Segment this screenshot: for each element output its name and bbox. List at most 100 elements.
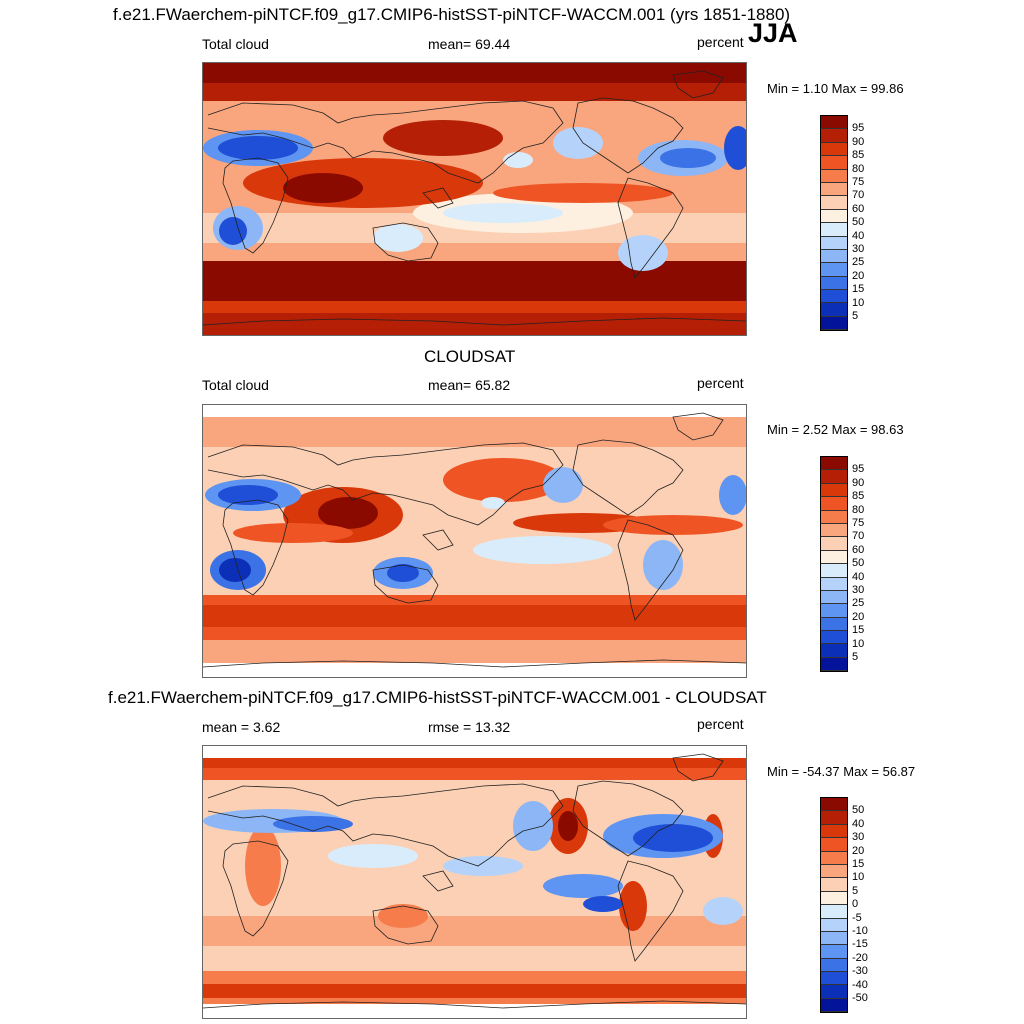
panel-1-colorbar-swatch (821, 303, 847, 317)
panel-2-colorbar (820, 456, 848, 673)
panel-1-colorbar-swatch (821, 249, 847, 264)
colorbar-tick-label: 0 (852, 898, 859, 911)
panel-1-colorbar-swatch (821, 276, 847, 291)
colorbar-tick-label: 95 (852, 463, 865, 476)
panel-3-colorbar-swatch (821, 824, 847, 839)
panel-2-map-field (203, 405, 746, 677)
panel-1-colorbar-swatch (821, 196, 847, 210)
colorbar-tick-label: 15 (852, 283, 865, 296)
panel-3-colorbar-swatch (821, 998, 847, 1013)
colorbar-tick-label: 40 (852, 229, 865, 242)
colorbar-tick-label: 50 (852, 557, 865, 570)
colorbar-tick-label: 20 (852, 269, 865, 282)
colorbar-tick-label: 10 (852, 296, 865, 309)
colorbar-tick-label: 10 (852, 871, 865, 884)
panel-3-colorbar-swatch (821, 918, 847, 932)
colorbar-tick-label: 20 (852, 844, 865, 857)
colorbar-tick-label: -20 (852, 951, 868, 964)
panel-2-variable-label: Total cloud (202, 377, 269, 393)
panel-1-colorbar-swatch (821, 142, 847, 157)
colorbar-tick-label: 40 (852, 570, 865, 583)
colorbar-tick-label: 80 (852, 503, 865, 516)
colorbar-tick-label: 10 (852, 637, 865, 650)
panel-2-colorbar-swatch (821, 657, 847, 672)
panel-3-colorbar-swatch (821, 838, 847, 852)
colorbar-tick-label: 75 (852, 517, 865, 529)
colorbar-tick-label: -15 (852, 938, 868, 951)
panel-3-colorbar-swatch (821, 878, 847, 892)
panel-1-minmax: Min = 1.10 Max = 99.86 (767, 81, 904, 96)
panel-2-minmax: Min = 2.52 Max = 98.63 (767, 422, 904, 437)
colorbar-tick-label: 25 (852, 597, 865, 610)
panel-1-title: f.e21.FWaerchem-piNTCF.f09_g17.CMIP6-his… (113, 5, 791, 24)
colorbar-tick-label: 30 (852, 831, 865, 844)
colorbar-tick-label: -30 (852, 965, 868, 978)
panel-2-colorbar-swatch (821, 537, 847, 551)
colorbar-tick-label: 40 (852, 817, 865, 830)
panel-3-colorbar-swatch (821, 945, 847, 959)
colorbar-tick-label: -5 (852, 911, 862, 924)
panel-2-colorbar-swatch (821, 564, 847, 578)
panel-2-colorbar-swatch (821, 550, 847, 565)
panel-3-rmse-label: rmse = 13.32 (428, 719, 511, 735)
colorbar-tick-label: 25 (852, 256, 865, 269)
panel-3-map (202, 745, 747, 1019)
panel-1-colorbar-swatch (821, 316, 847, 331)
panel-3-colorbar (820, 797, 848, 1014)
panel-1-colorbar-swatch (821, 156, 847, 170)
panel-2-colorbar-swatch (821, 631, 847, 645)
panel-2-colorbar-swatch (821, 590, 847, 605)
colorbar-tick-label: 50 (852, 804, 865, 817)
panel-3-mean-label: mean = 3.62 (202, 719, 281, 735)
panel-2-colorbar-swatch (821, 483, 847, 498)
colorbar-tick-label: 80 (852, 162, 865, 175)
colorbar-tick-label: 20 (852, 610, 865, 623)
panel-2-mean-label: mean= 65.82 (428, 377, 511, 393)
panel-3-title: f.e21.FWaerchem-piNTCF.f09_g17.CMIP6-his… (108, 688, 767, 707)
colorbar-tick-label: -40 (852, 978, 868, 991)
panel-2-colorbar-swatch (821, 470, 847, 484)
panel-1-colorbar-swatch (821, 116, 847, 130)
panel-1-mean-label: mean= 69.44 (428, 36, 511, 52)
colorbar-tick-label: 70 (852, 189, 865, 202)
panel-3-colorbar-swatch (821, 864, 847, 879)
panel-3-colorbar-swatch (821, 905, 847, 919)
panel-2-colorbar-swatch (821, 523, 847, 538)
colorbar-tick-label: 70 (852, 530, 865, 543)
panel-1-variable-label: Total cloud (202, 36, 269, 52)
panel-1-colorbar (820, 115, 848, 332)
panel-2-colorbar-swatch (821, 497, 847, 511)
panel-3-colorbar-swatch (821, 931, 847, 946)
panel-3-colorbar-swatch (821, 851, 847, 865)
panel-2-units-label: percent (697, 375, 744, 391)
panel-2-colorbar-swatch (821, 457, 847, 471)
colorbar-tick-label: 85 (852, 149, 865, 162)
panel-3-colorbar-swatch (821, 798, 847, 812)
panel-3-colorbar-swatch (821, 958, 847, 973)
colorbar-tick-label: 90 (852, 135, 865, 148)
panel-1-colorbar-swatch (821, 182, 847, 197)
colorbar-tick-label: 95 (852, 122, 865, 135)
panel-2-title: CLOUDSAT (424, 347, 516, 366)
colorbar-tick-label: 90 (852, 476, 865, 489)
colorbar-tick-label: 30 (852, 243, 865, 255)
colorbar-tick-label: 5 (852, 310, 859, 322)
panel-1-colorbar-swatch (821, 263, 847, 277)
panel-2-map (202, 404, 747, 678)
panel-1-colorbar-swatch (821, 223, 847, 237)
panel-1-map (202, 62, 747, 336)
colorbar-tick-label: 30 (852, 584, 865, 596)
panel-2-colorbar-swatch (821, 577, 847, 591)
colorbar-tick-label: 60 (852, 202, 865, 215)
panel-1-colorbar-swatch (821, 236, 847, 250)
season-label: JJA (748, 18, 798, 48)
colorbar-tick-label: -50 (852, 992, 868, 1004)
panel-1-units-label: percent (697, 34, 744, 50)
panel-2-colorbar-swatch (821, 644, 847, 658)
panel-1-colorbar-swatch (821, 209, 847, 224)
colorbar-tick-label: 75 (852, 176, 865, 188)
panel-1-map-field (203, 63, 746, 335)
panel-3-colorbar-swatch (821, 972, 847, 986)
panel-2-colorbar-swatch (821, 617, 847, 632)
panel-2-colorbar-swatch (821, 604, 847, 618)
